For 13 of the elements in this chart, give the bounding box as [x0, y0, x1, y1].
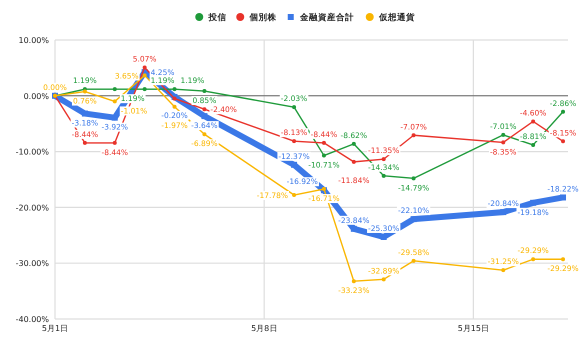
- legend-label: 個別株: [248, 12, 278, 23]
- legend-label: 金融資産合計: [298, 12, 354, 23]
- y-tick-label: -40.00%: [16, 315, 50, 324]
- y-tick-label: 0.00%: [24, 92, 50, 101]
- x-tick-label: 5月1日: [42, 324, 68, 333]
- x-tick-label: 5月8日: [251, 324, 278, 333]
- y-tick-label: -10.00%: [16, 148, 50, 157]
- y-tick-label: -20.00%: [16, 203, 50, 212]
- y-tick-label: -30.00%: [16, 259, 50, 268]
- legend-label: 仮想通貨: [378, 12, 415, 23]
- y-tick-label: 10.00%: [18, 36, 50, 45]
- legend-label: 投信: [207, 12, 226, 23]
- x-tick-label: 5月15日: [458, 324, 490, 333]
